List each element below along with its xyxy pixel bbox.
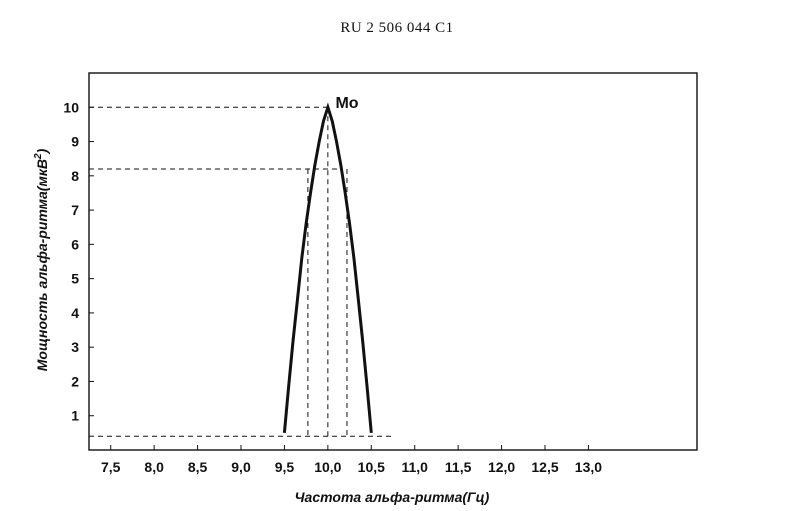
y-tick-label-4: 5 (71, 271, 79, 287)
y-tick-label-8: 9 (71, 134, 79, 150)
x-tick-label-3: 9,0 (231, 459, 251, 475)
y-tick-label-2: 3 (71, 339, 79, 355)
y-axis-label: Мощность альфа-ритма(мкВ2) (33, 148, 50, 371)
plot-frame (88, 72, 698, 451)
y-axis-label-sup: 2 (33, 153, 44, 160)
y-axis-ticks: 1 2 3 4 5 6 7 8 9 10 (63, 99, 94, 424)
x-tick-label-4: 9,5 (275, 459, 295, 475)
x-tick-label-5: 10,0 (314, 459, 341, 475)
x-tick-label-10: 12,5 (531, 459, 558, 475)
peak-label: Mo (335, 95, 358, 112)
y-tick-label-1: 2 (71, 373, 79, 389)
y-tick-label-9: 10 (63, 99, 79, 115)
y-tick-label-5: 6 (71, 236, 79, 252)
y-axis-label-main: Мощность альфа-ритма(мкВ (34, 159, 50, 371)
power-spectrum-curve (282, 102, 373, 434)
x-axis-ticks: 7,5 8,0 8,5 9,0 9,5 10,0 10,5 11,0 11,5 12,0 12,5 1… (101, 445, 602, 475)
x-tick-label-9: 12,0 (488, 459, 515, 475)
x-tick-label-11: 13,0 (575, 459, 602, 475)
x-tick-label-1: 8,0 (144, 459, 164, 475)
reference-lines (89, 106, 392, 437)
y-tick-label-7: 8 (71, 168, 79, 184)
x-tick-label-6: 10,5 (358, 459, 385, 475)
x-tick-label-7: 11,0 (401, 459, 428, 475)
y-tick-label-6: 7 (71, 202, 79, 218)
x-tick-label-8: 11,5 (445, 459, 472, 475)
x-axis-label: Частота альфа-ритма(Гц) (295, 489, 490, 505)
y-axis-label-close: ) (34, 148, 50, 155)
x-tick-label-2: 8,5 (188, 459, 208, 475)
x-tick-label-0: 7,5 (101, 459, 121, 475)
y-tick-label-0: 1 (71, 408, 79, 424)
y-tick-label-3: 4 (71, 305, 79, 321)
patent-header: RU 2 506 044 C1 (340, 20, 454, 36)
